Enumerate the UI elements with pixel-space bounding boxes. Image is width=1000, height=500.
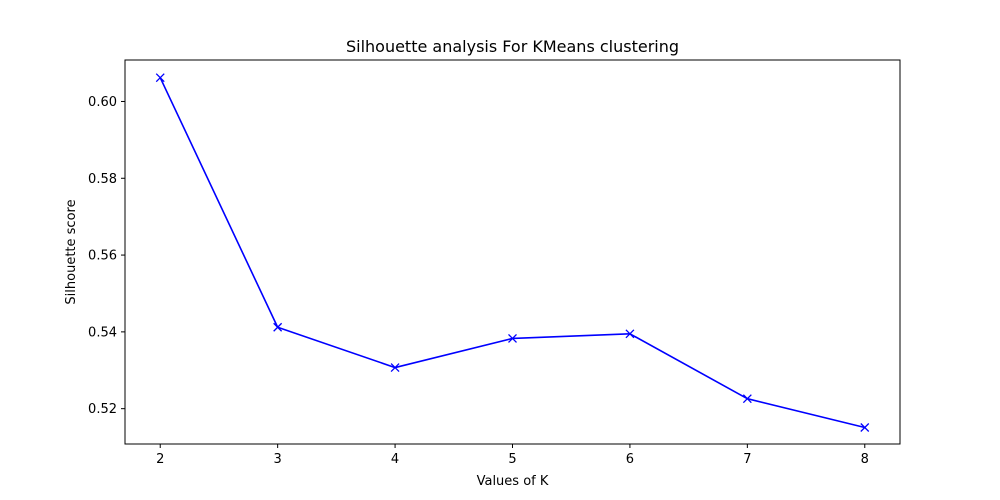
x-tick-label: 3 bbox=[274, 452, 282, 467]
data-point-marker bbox=[155, 73, 165, 83]
y-axis-ticks: 0.52 0.54 0.56 0.58 0.60 bbox=[88, 95, 125, 417]
x-axis-label: Values of K bbox=[477, 474, 549, 489]
plot-frame bbox=[124, 59, 901, 445]
x-axis-ticks: 2 3 4 5 6 7 8 bbox=[156, 444, 869, 467]
plot-area: 2 3 4 5 6 7 8 0.52 0.54 0.56 0.58 0.60 bbox=[88, 59, 901, 467]
y-tick-label: 0.54 bbox=[88, 325, 117, 340]
y-tick-label: 0.56 bbox=[88, 249, 117, 264]
data-point-marker bbox=[508, 333, 517, 343]
data-point-marker bbox=[742, 394, 752, 404]
y-tick-label: 0.58 bbox=[88, 172, 117, 187]
chart-title: Silhouette analysis For KMeans clusterin… bbox=[346, 37, 679, 56]
data-point-marker bbox=[390, 363, 400, 373]
y-axis-label: Silhouette score bbox=[64, 199, 79, 304]
data-point-marker bbox=[273, 322, 283, 332]
y-tick-label: 0.60 bbox=[88, 95, 117, 110]
x-tick-label: 2 bbox=[156, 452, 164, 467]
x-tick-label: 8 bbox=[861, 452, 869, 467]
y-tick-label: 0.52 bbox=[88, 402, 117, 417]
x-tick-label: 4 bbox=[391, 452, 399, 467]
data-series bbox=[155, 73, 870, 432]
x-tick-label: 6 bbox=[626, 452, 634, 467]
data-point-marker bbox=[625, 329, 635, 339]
data-point-marker bbox=[860, 423, 870, 432]
x-tick-label: 7 bbox=[743, 452, 751, 467]
x-tick-label: 5 bbox=[508, 452, 516, 467]
